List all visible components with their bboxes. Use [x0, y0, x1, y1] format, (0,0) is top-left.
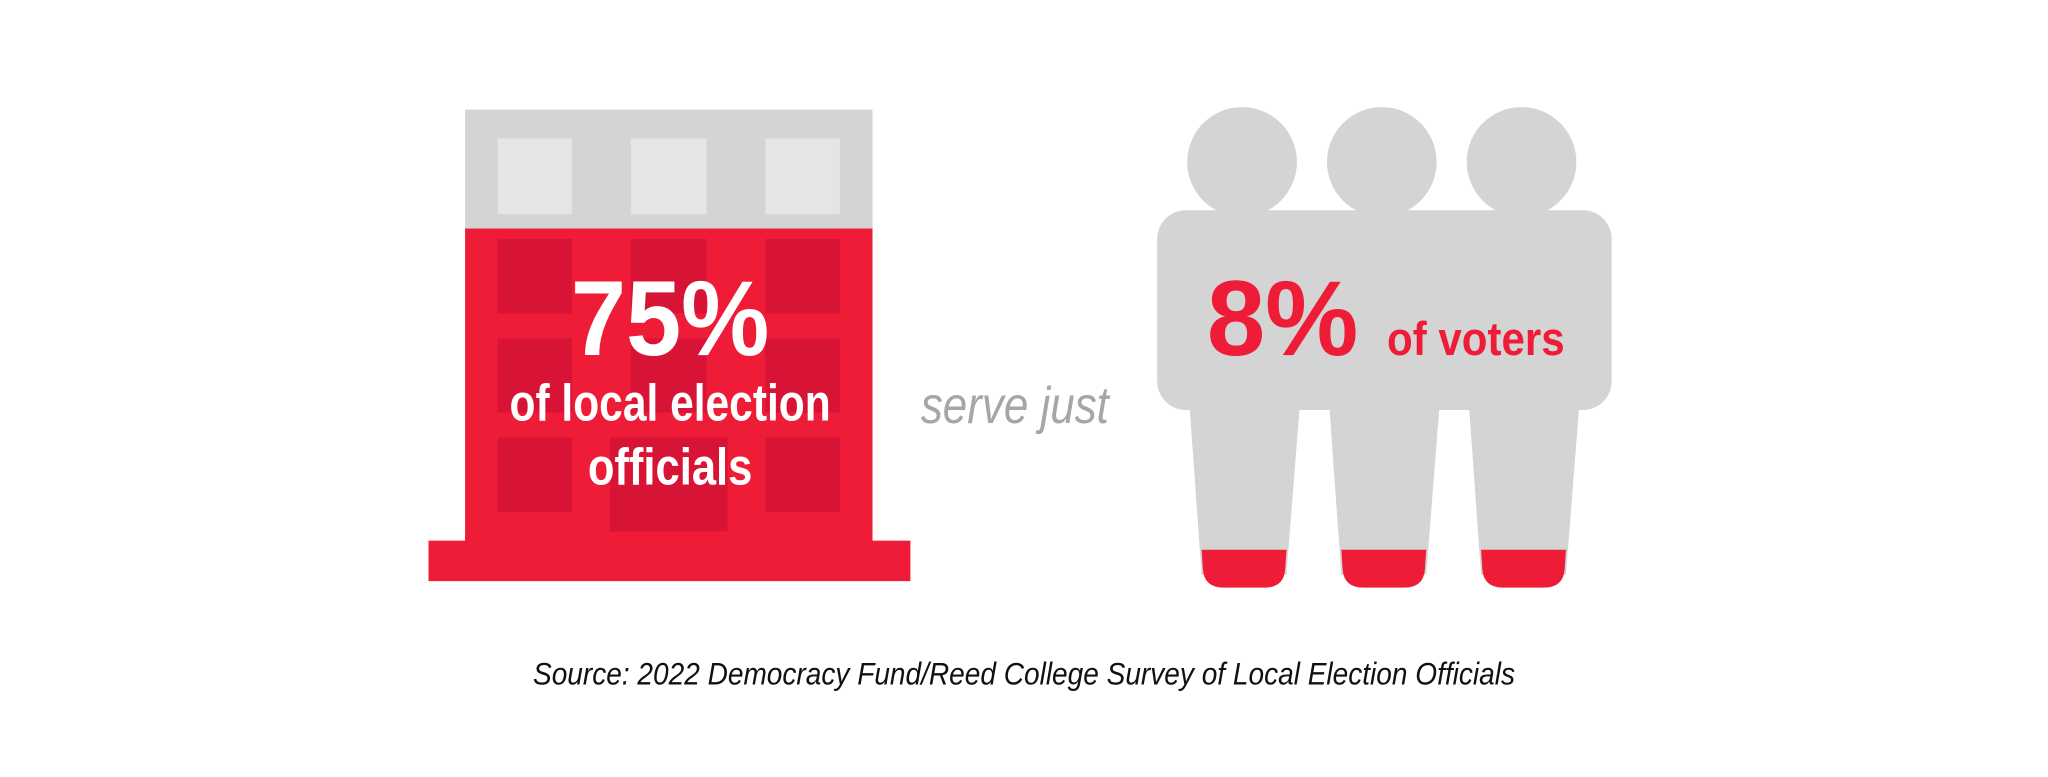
head	[1326, 107, 1437, 217]
connector: serve just	[921, 377, 1111, 435]
window	[630, 138, 707, 215]
legs	[1328, 391, 1441, 575]
right-value: 8%	[1207, 258, 1358, 378]
window	[497, 338, 573, 413]
left-value: 75%	[571, 258, 769, 378]
head	[1466, 107, 1577, 217]
building-base	[428, 540, 911, 582]
building-icon	[428, 109, 911, 582]
window	[497, 138, 573, 215]
head	[1187, 107, 1297, 217]
window	[497, 238, 573, 314]
feet	[1201, 549, 1287, 588]
torso	[1157, 210, 1612, 411]
legs	[1468, 391, 1581, 575]
legs	[1188, 391, 1301, 575]
window	[765, 238, 840, 314]
feet	[1481, 549, 1566, 588]
window	[630, 338, 707, 413]
left-label: of local election	[509, 374, 830, 432]
window	[765, 138, 840, 215]
source: Source: 2022 Democracy Fund/Reed College…	[533, 656, 1515, 691]
door	[610, 437, 728, 532]
window	[765, 437, 840, 512]
right-label: of voters	[1387, 312, 1565, 365]
left-label: officials	[588, 438, 753, 496]
window	[497, 437, 573, 512]
window	[765, 338, 840, 413]
feet	[1341, 549, 1427, 588]
window	[630, 238, 707, 314]
people-icon	[1157, 107, 1612, 575]
